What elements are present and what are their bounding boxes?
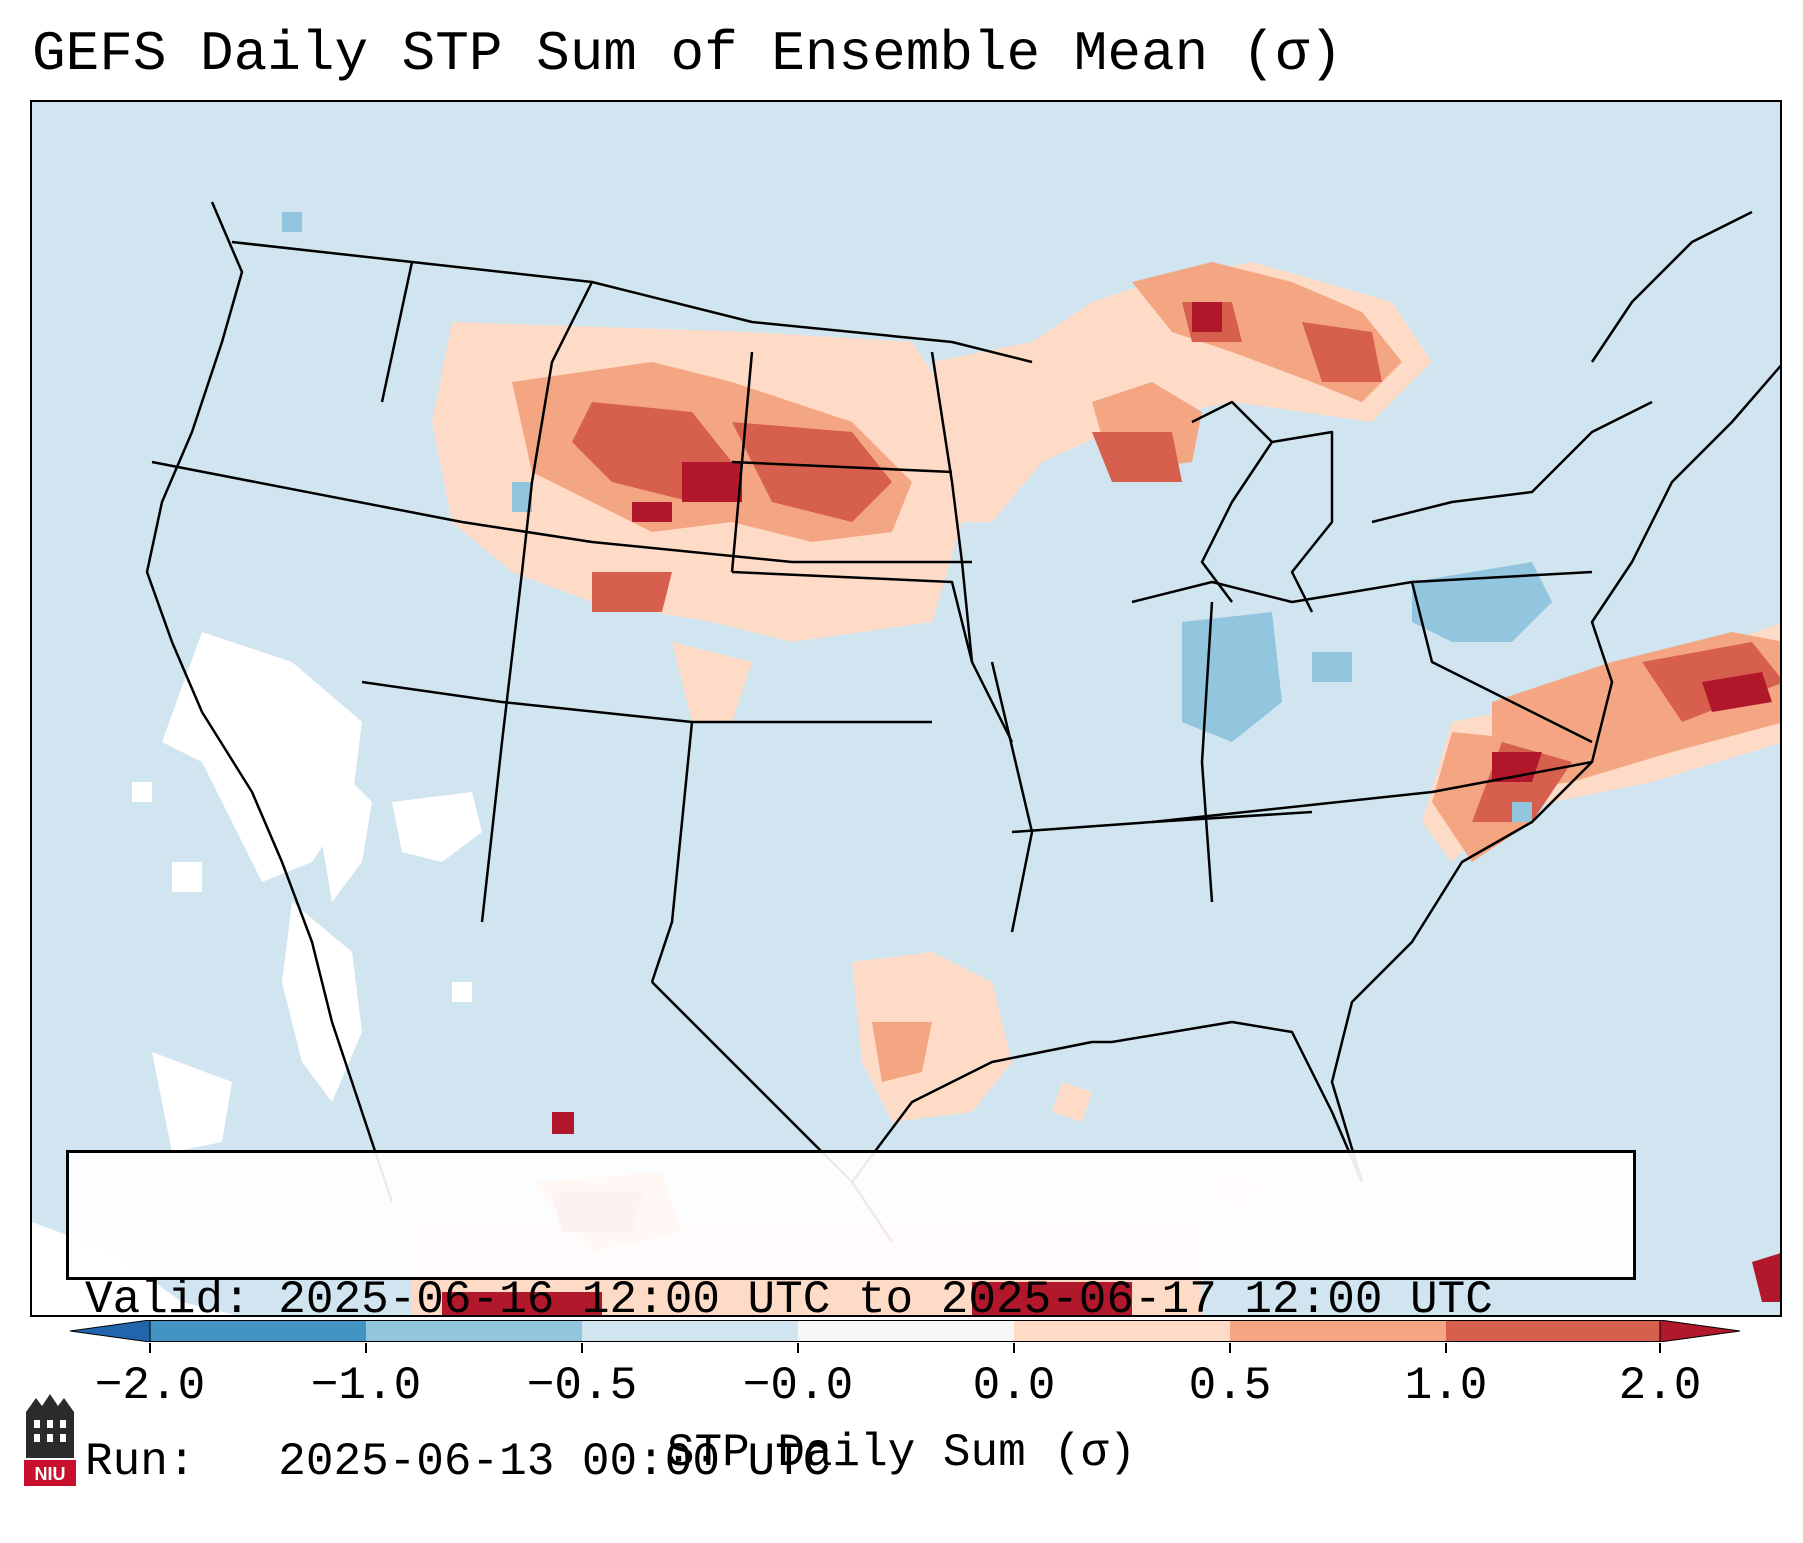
colorbar-label: STP Daily Sum (σ) — [666, 1427, 1137, 1479]
colorbar-tick — [581, 1343, 583, 1353]
missing-data-areas — [32, 632, 482, 1315]
colorbar-tick-label: −0.0 — [742, 1360, 854, 1412]
colorbar-tick-label: 2.0 — [1618, 1360, 1702, 1412]
colorbar-tick — [797, 1343, 799, 1353]
logo-text: NIU — [35, 1464, 66, 1484]
colorbar-tick-label: −2.0 — [94, 1360, 206, 1412]
run-value: 2025-06-13 00:00 UTC — [278, 1436, 831, 1488]
chart-title: GEFS Daily STP Sum of Ensemble Mean (σ) — [32, 22, 1343, 86]
colorbar-tick-label: 1.0 — [1404, 1360, 1488, 1412]
valid-row: Valid: 2025-06-16 12:00 UTC to 2025-06-1… — [85, 1273, 1633, 1327]
colorbar-tick — [365, 1343, 367, 1353]
colorbar-frame — [149, 1320, 1661, 1342]
colorbar-bin-5 — [1014, 1320, 1230, 1342]
colorbar-tick-label: 0.5 — [1188, 1360, 1272, 1412]
stp-negative — [282, 212, 1552, 822]
colorbar-tick — [149, 1343, 151, 1353]
colorbar-tick-label: 0.0 — [972, 1360, 1056, 1412]
colorbar-tick — [1013, 1343, 1015, 1353]
colorbar-tick — [1229, 1343, 1231, 1353]
colorbar-tick-label: −1.0 — [310, 1360, 422, 1412]
colorbar-tick — [1445, 1343, 1447, 1353]
colorbar-extend-low — [70, 1320, 151, 1342]
colorbar-bin-3 — [582, 1320, 798, 1342]
colorbar-bin-2 — [366, 1320, 582, 1342]
map-borders — [145, 201, 1780, 1243]
colorbar-tick — [1659, 1343, 1661, 1353]
colorbar-bin-1 — [150, 1320, 366, 1342]
map-canvas — [32, 201, 1780, 1315]
colorbar — [70, 1320, 1740, 1342]
colorbar-tick-label: −0.5 — [526, 1360, 638, 1412]
valid-time-box: Valid: 2025-06-16 12:00 UTC to 2025-06-1… — [66, 1150, 1636, 1488]
valid-label: Valid: — [85, 1274, 251, 1326]
map-panel — [30, 100, 1782, 1317]
run-row: Run: 2025-06-13 00:00 UTC — [85, 1435, 1633, 1489]
niu-logo: NIU — [24, 1394, 76, 1486]
run-label: Run: — [85, 1436, 196, 1488]
valid-value: 2025-06-16 12:00 UTC to 2025-06-17 12:00… — [278, 1274, 1493, 1326]
stp-medium-positive — [512, 262, 1780, 1252]
colorbar-bin-7 — [1446, 1320, 1660, 1342]
colorbar-bin-4 — [798, 1320, 1014, 1342]
colorbar-extend-high — [1659, 1320, 1740, 1342]
colorbar-bin-6 — [1230, 1320, 1446, 1342]
